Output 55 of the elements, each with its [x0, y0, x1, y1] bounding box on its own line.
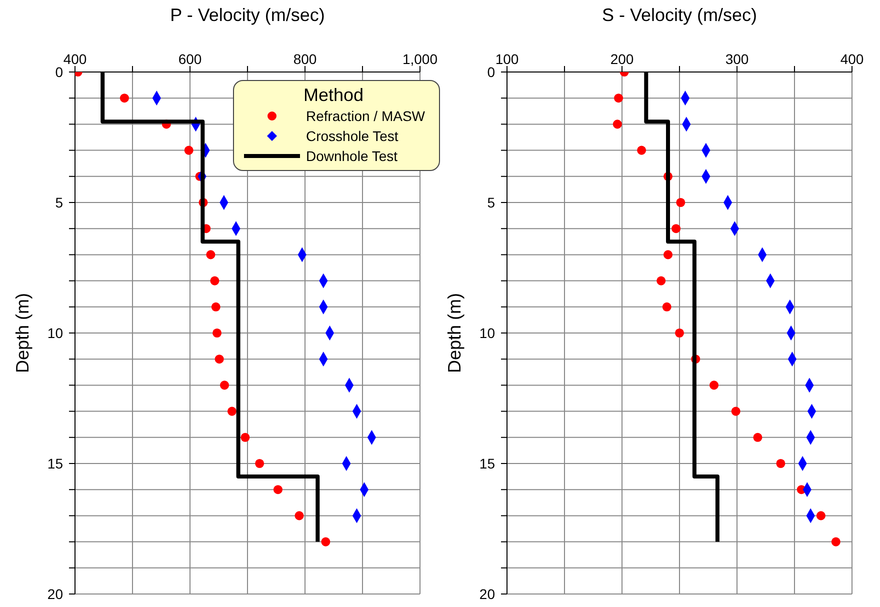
y-tick-label: 15 — [47, 456, 64, 472]
point — [206, 250, 216, 260]
point — [776, 458, 786, 468]
point — [753, 432, 762, 442]
legend-title: Method — [302, 85, 364, 106]
x-tick-label: 300 — [725, 51, 749, 67]
point — [656, 276, 666, 286]
y-tick-label: 10 — [479, 325, 496, 341]
point — [227, 406, 236, 416]
point — [120, 94, 129, 103]
y-tick-label: 15 — [479, 456, 496, 472]
y-axis-title: Depth (m) — [444, 292, 464, 374]
point — [214, 354, 224, 364]
x-axis-title: P - Velocity (m/sec) — [170, 4, 325, 25]
point — [663, 250, 673, 260]
point — [612, 120, 622, 129]
legend-label: Downhole Test — [306, 147, 398, 166]
x-tick-label: 1,000 — [402, 51, 438, 67]
y-tick-label: 5 — [487, 194, 496, 210]
point — [210, 276, 220, 286]
point — [662, 302, 672, 312]
y-tick-label: 20 — [479, 586, 496, 602]
point — [709, 380, 719, 390]
point — [816, 511, 826, 520]
y-tick-label: 10 — [47, 325, 64, 341]
legend-label: Crosshole Test — [306, 127, 398, 146]
point — [294, 511, 304, 520]
point — [184, 146, 194, 155]
y-axis-title: Depth (m) — [12, 292, 32, 374]
point — [637, 146, 646, 155]
y-tick-label: 0 — [487, 64, 496, 80]
legend-label: Refraction / MASW — [306, 107, 425, 126]
y-tick-label: 20 — [47, 586, 64, 602]
point — [211, 302, 220, 312]
x-tick-label: 800 — [293, 51, 317, 67]
point — [614, 94, 624, 103]
x-tick-label: 100 — [495, 51, 519, 67]
point — [321, 537, 330, 546]
x-tick-label: 400 — [840, 51, 864, 67]
point — [220, 380, 230, 390]
point — [212, 328, 222, 338]
point — [731, 406, 740, 416]
point — [255, 458, 264, 468]
x-tick-label: 400 — [63, 51, 87, 67]
point — [240, 432, 250, 442]
point — [831, 537, 840, 546]
x-tick-label: 200 — [610, 51, 634, 67]
x-tick-label: 600 — [178, 51, 202, 67]
x-axis-title: S - Velocity (m/sec) — [602, 4, 758, 25]
point — [672, 224, 681, 234]
y-tick-label: 0 — [55, 64, 64, 80]
point — [676, 198, 686, 208]
point — [674, 328, 684, 338]
y-tick-label: 5 — [55, 194, 64, 210]
point — [273, 485, 282, 494]
